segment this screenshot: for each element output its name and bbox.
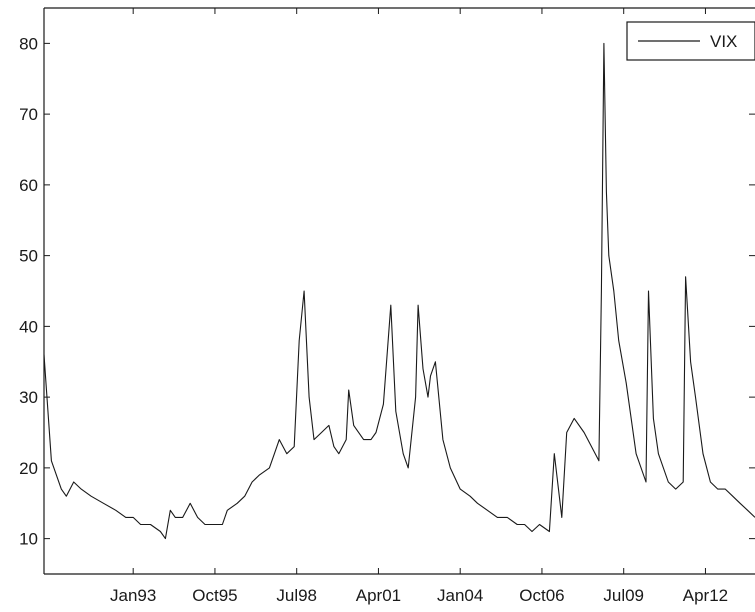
x-tick-label: Oct95 [192, 586, 237, 605]
y-tick-label: 20 [19, 459, 38, 478]
x-tick-label: Apr12 [683, 586, 728, 605]
y-tick-label: 60 [19, 176, 38, 195]
legend-label-vix: VIX [710, 32, 737, 51]
x-tick-label: Apr01 [356, 586, 401, 605]
x-tick-label: Oct06 [519, 586, 564, 605]
axes: 10 20 30 40 50 60 70 80 Jan93 Oct95 Jul98 Apr01 Jan0… [19, 7, 755, 605]
y-tick-label: 50 [19, 247, 38, 266]
y-tick-label: 40 [19, 317, 38, 336]
x-tick-label: Jul09 [603, 586, 644, 605]
x-tick-label: Jan93 [110, 586, 156, 605]
x-tick-label: Jan04 [437, 586, 483, 605]
y-tick-label: 30 [19, 388, 38, 407]
legend: VIX [626, 21, 755, 61]
y-tick-label: 10 [19, 530, 38, 549]
y-tick-label: 70 [19, 105, 38, 124]
y-tick-label: 80 [19, 34, 38, 53]
plot-area [43, 42, 755, 540]
x-tick-label: Jul98 [276, 586, 317, 605]
series-line-vix [43, 42, 755, 540]
